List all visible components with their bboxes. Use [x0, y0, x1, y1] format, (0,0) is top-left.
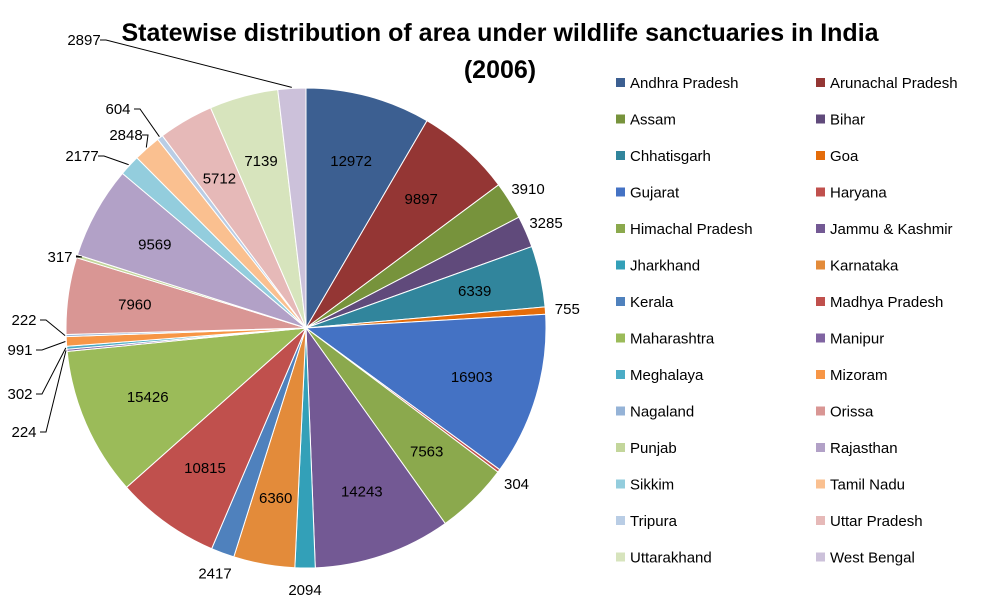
legend-label-andhra-pradesh: Andhra Pradesh: [630, 75, 738, 92]
legend-label-rajasthan: Rajasthan: [830, 440, 898, 457]
data-label-nagaland: 222: [11, 312, 36, 329]
legend-label-orissa: Orissa: [830, 404, 874, 421]
legend-swatch-manipur: [816, 334, 825, 343]
legend-swatch-punjab: [616, 443, 625, 452]
leader-line-tamil-nadu: [142, 135, 148, 148]
legend-swatch-mizoram: [816, 370, 825, 379]
data-label-meghalaya: 302: [7, 386, 32, 403]
legend-swatch-karnataka: [816, 261, 825, 270]
data-label-jharkhand: 2094: [288, 582, 321, 599]
legend-label-haryana: Haryana: [830, 185, 887, 202]
legend-swatch-bihar: [816, 115, 825, 124]
data-label-karnataka: 6360: [259, 490, 292, 507]
legend-label-jammu-and-kashmir: Jammu & Kashmir: [830, 221, 953, 238]
legend-swatch-uttar-pradesh: [816, 516, 825, 525]
data-label-kerala: 2417: [198, 566, 231, 583]
data-label-punjab: 317: [47, 249, 72, 266]
leader-line-nagaland: [40, 320, 65, 336]
leader-line-mizoram: [36, 342, 65, 351]
legend-swatch-orissa: [816, 407, 825, 416]
data-label-madhya-pradesh: 10815: [184, 460, 226, 477]
data-label-andhra-pradesh: 12972: [330, 153, 372, 170]
data-label-gujarat: 16903: [451, 369, 493, 386]
legend-label-chhatisgarh: Chhatisgarh: [630, 148, 711, 165]
legend-swatch-jharkhand: [616, 261, 625, 270]
data-label-himachal-pradesh: 7563: [410, 444, 443, 461]
data-label-uttar-pradesh: 5712: [203, 171, 236, 188]
legend-label-himachal-pradesh: Himachal Pradesh: [630, 221, 753, 238]
legend-swatch-andhra-pradesh: [616, 78, 625, 87]
data-label-goa: 755: [555, 301, 580, 318]
legend-label-maharashtra: Maharashtra: [630, 331, 715, 348]
legend-label-meghalaya: Meghalaya: [630, 367, 704, 384]
chart-title-line-2: (2006): [464, 56, 536, 84]
legend-label-tripura: Tripura: [630, 513, 678, 530]
data-label-orissa: 7960: [118, 297, 151, 314]
legend-swatch-uttarakhand: [616, 553, 625, 562]
data-label-west-bengal: 2897: [67, 32, 100, 49]
legend-swatch-himachal-pradesh: [616, 224, 625, 233]
legend-label-assam: Assam: [630, 112, 676, 129]
legend-label-sikkim: Sikkim: [630, 477, 674, 494]
legend-swatch-kerala: [616, 297, 625, 306]
data-label-haryana: 304: [504, 476, 529, 493]
chart-title-line-1: Statewise distribution of area under wil…: [121, 19, 879, 47]
data-label-manipur: 224: [11, 424, 36, 441]
legend-label-tamil-nadu: Tamil Nadu: [830, 477, 905, 494]
legend-swatch-goa: [816, 151, 825, 160]
legend-swatch-arunachal-pradesh: [816, 78, 825, 87]
legend-swatch-sikkim: [616, 480, 625, 489]
legend-label-nagaland: Nagaland: [630, 404, 694, 421]
pie-slices: [66, 88, 546, 568]
legend-swatch-meghalaya: [616, 370, 625, 379]
legend-label-gujarat: Gujarat: [630, 185, 680, 202]
data-label-assam: 3910: [511, 181, 544, 198]
legend-label-bihar: Bihar: [830, 112, 865, 129]
legend-label-west-bengal: West Bengal: [830, 550, 915, 567]
legend-label-jharkhand: Jharkhand: [630, 258, 700, 275]
legend-swatch-nagaland: [616, 407, 625, 416]
data-label-mizoram: 991: [7, 342, 32, 359]
legend-swatch-gujarat: [616, 188, 625, 197]
legend-label-uttar-pradesh: Uttar Pradesh: [830, 513, 923, 530]
legend-swatch-chhatisgarh: [616, 151, 625, 160]
legend-swatch-maharashtra: [616, 334, 625, 343]
legend-label-arunachal-pradesh: Arunachal Pradesh: [830, 75, 958, 92]
data-label-tamil-nadu: 2848: [109, 127, 142, 144]
legend-label-karnataka: Karnataka: [830, 258, 899, 275]
legend-swatch-rajasthan: [816, 443, 825, 452]
legend-swatch-madhya-pradesh: [816, 297, 825, 306]
data-label-bihar: 3285: [529, 215, 562, 232]
legend: Andhra Pradesh Arunachal Pradesh Assam Biha…: [616, 75, 958, 567]
legend-label-kerala: Kerala: [630, 294, 674, 311]
legend-swatch-haryana: [816, 188, 825, 197]
legend-swatch-assam: [616, 115, 625, 124]
leader-line-west-bengal: [100, 40, 292, 87]
legend-label-manipur: Manipur: [830, 331, 884, 348]
data-label-chhatisgarh: 6339: [458, 283, 491, 300]
data-label-arunachal-pradesh: 9897: [405, 191, 438, 208]
legend-swatch-west-bengal: [816, 553, 825, 562]
legend-label-punjab: Punjab: [630, 440, 677, 457]
data-label-sikkim: 2177: [65, 148, 98, 165]
legend-label-goa: Goa: [830, 148, 859, 165]
data-label-uttarakhand: 7139: [244, 153, 277, 170]
legend-swatch-tripura: [616, 516, 625, 525]
data-label-tripura: 604: [105, 101, 130, 118]
data-label-maharashtra: 15426: [127, 389, 169, 406]
legend-swatch-jammu-and-kashmir: [816, 224, 825, 233]
legend-swatch-tamil-nadu: [816, 480, 825, 489]
legend-label-uttarakhand: Uttarakhand: [630, 550, 712, 567]
leader-line-sikkim: [98, 156, 129, 165]
legend-label-mizoram: Mizoram: [830, 367, 888, 384]
legend-label-madhya-pradesh: Madhya Pradesh: [830, 294, 943, 311]
data-label-rajasthan: 9569: [138, 236, 171, 253]
data-label-jammu-and-kashmir: 14243: [341, 484, 383, 501]
